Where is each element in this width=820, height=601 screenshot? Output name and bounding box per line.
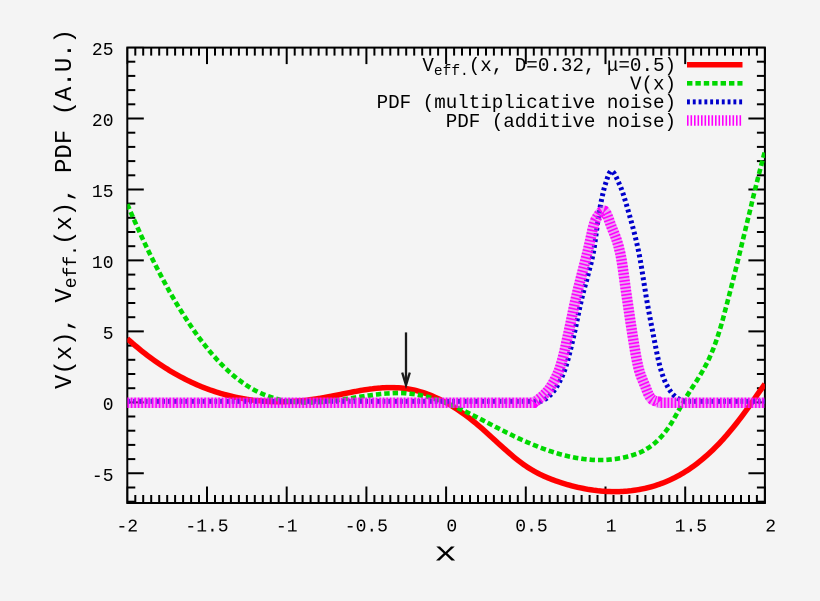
svg-text:0: 0 xyxy=(446,518,457,538)
svg-text:1: 1 xyxy=(606,518,617,538)
svg-text:x: x xyxy=(434,538,457,568)
svg-text:PDF (additive noise): PDF (additive noise) xyxy=(446,111,676,133)
svg-text:0: 0 xyxy=(103,396,114,416)
svg-text:10: 10 xyxy=(92,254,114,274)
svg-text:-1: -1 xyxy=(276,518,298,538)
svg-text:-0.5: -0.5 xyxy=(345,518,388,538)
svg-text:2: 2 xyxy=(765,518,776,538)
svg-text:V(x): V(x) xyxy=(630,74,676,96)
svg-text:25: 25 xyxy=(92,41,114,61)
svg-text:0.5: 0.5 xyxy=(515,518,547,538)
svg-text:20: 20 xyxy=(92,112,114,132)
svg-text:15: 15 xyxy=(92,183,114,203)
svg-text:-1.5: -1.5 xyxy=(185,518,228,538)
svg-text:Veff.(x, D=0.32, μ=0.5): Veff.(x, D=0.32, μ=0.5) xyxy=(422,55,676,80)
svg-text:-5: -5 xyxy=(92,467,114,487)
svg-text:PDF (multiplicative noise): PDF (multiplicative noise) xyxy=(377,92,676,114)
svg-text:V(x), Veff.(x), PDF (A.U.): V(x), Veff.(x), PDF (A.U.) xyxy=(52,29,82,389)
svg-text:-2: -2 xyxy=(116,518,138,538)
svg-text:5: 5 xyxy=(103,325,114,345)
svg-text:1.5: 1.5 xyxy=(675,518,707,538)
